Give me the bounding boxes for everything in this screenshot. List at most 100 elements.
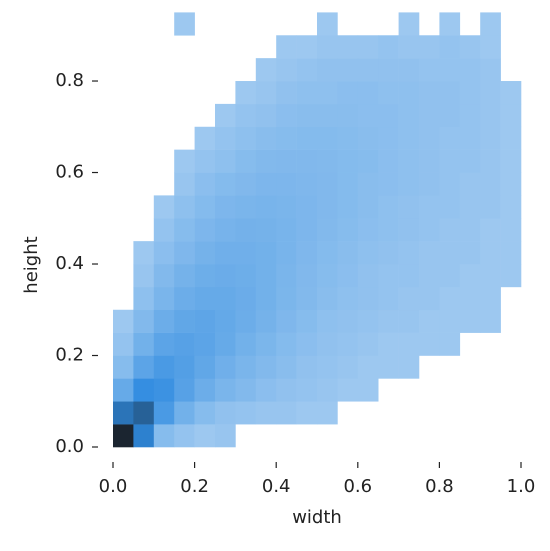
bin-cell bbox=[255, 149, 277, 173]
bin-cell bbox=[195, 58, 216, 81]
bin-cell bbox=[357, 58, 379, 82]
bin-cell bbox=[154, 150, 175, 173]
bin-cell bbox=[174, 286, 195, 311]
bin-cell bbox=[113, 58, 134, 81]
x-tick-label: 0.6 bbox=[343, 476, 372, 497]
bin-cell bbox=[459, 195, 481, 219]
bin-cell bbox=[500, 264, 522, 288]
bin-cell bbox=[276, 58, 297, 82]
bin-cell bbox=[378, 103, 399, 128]
bin-cell bbox=[500, 149, 522, 173]
bin-cell bbox=[153, 264, 175, 288]
bin-cell bbox=[317, 149, 338, 173]
bin-cell bbox=[276, 264, 297, 288]
bin-cell bbox=[153, 401, 175, 425]
bin-cell bbox=[296, 172, 318, 196]
bin-cell bbox=[235, 103, 257, 128]
bin-cell bbox=[297, 12, 318, 35]
bin-cell bbox=[459, 103, 481, 128]
bin-cell bbox=[317, 81, 338, 105]
bin-cell bbox=[358, 401, 379, 424]
bin-cell bbox=[174, 35, 195, 58]
bin-cell bbox=[501, 12, 522, 35]
bin-cell bbox=[398, 149, 420, 173]
bin-cell bbox=[276, 149, 297, 173]
bin-cell bbox=[317, 103, 338, 128]
bin-cell bbox=[317, 424, 338, 447]
bin-cell bbox=[276, 332, 297, 356]
bin-cell bbox=[317, 126, 338, 150]
bin-cell bbox=[154, 58, 175, 81]
x-axis-label: width bbox=[292, 507, 342, 528]
bin-cell bbox=[133, 424, 155, 448]
bin-cell bbox=[133, 332, 155, 356]
bin-cell bbox=[153, 286, 175, 311]
bin-cell bbox=[296, 401, 318, 425]
x-tick-label: 0.2 bbox=[180, 476, 209, 497]
bin-cell bbox=[357, 35, 379, 59]
bin-cell bbox=[215, 126, 236, 150]
bin-cell bbox=[337, 401, 358, 424]
bin-cell bbox=[317, 195, 338, 219]
bin-cell bbox=[419, 309, 440, 333]
bin-cell bbox=[501, 401, 522, 424]
bin-cell bbox=[255, 126, 277, 150]
bin-cell bbox=[276, 218, 297, 242]
bin-cell bbox=[357, 264, 379, 288]
bin-cell bbox=[378, 286, 399, 311]
bin-cell bbox=[398, 218, 420, 242]
bin-cell bbox=[113, 424, 134, 448]
bin-cell bbox=[378, 355, 399, 379]
bin-cell bbox=[113, 35, 134, 58]
bin-cell bbox=[235, 424, 256, 447]
bin-cell bbox=[317, 309, 338, 333]
bin-cell bbox=[194, 286, 216, 311]
bin-cell bbox=[133, 218, 154, 241]
bin-cell bbox=[215, 35, 236, 58]
bin-cell bbox=[255, 355, 277, 379]
bin-cell bbox=[113, 12, 134, 35]
bin-cell bbox=[357, 103, 379, 128]
bin-cell bbox=[317, 172, 338, 196]
bin-cell bbox=[113, 309, 134, 333]
bin-cell bbox=[235, 355, 257, 379]
bin-cell bbox=[153, 378, 175, 402]
bin-cell bbox=[480, 356, 501, 379]
bin-cell bbox=[337, 355, 359, 379]
bin-cell bbox=[480, 264, 501, 288]
bin-cell bbox=[215, 195, 236, 219]
bin-cell bbox=[113, 241, 134, 264]
bin-cell bbox=[419, 424, 440, 447]
bin-cell bbox=[174, 81, 195, 104]
bin-cell bbox=[460, 333, 481, 356]
bin-cell bbox=[215, 12, 236, 35]
bin-cell bbox=[215, 149, 236, 173]
bin-cell bbox=[398, 126, 420, 150]
bin-cell bbox=[399, 424, 420, 447]
y-tick-label: 0.2 bbox=[55, 345, 84, 366]
bin-cell bbox=[459, 286, 481, 311]
bin-cell bbox=[460, 378, 481, 401]
bin-cell bbox=[256, 12, 277, 35]
bin-cell bbox=[480, 241, 501, 265]
bin-cell bbox=[174, 241, 195, 265]
bin-cell bbox=[398, 195, 420, 219]
bin-cell bbox=[174, 355, 195, 379]
bin-cell bbox=[113, 355, 134, 379]
bin-cell bbox=[296, 241, 318, 265]
bin-cell bbox=[256, 35, 277, 58]
bin-cell bbox=[276, 286, 297, 311]
bin-cell bbox=[296, 35, 318, 59]
bin-cell bbox=[459, 309, 481, 333]
bin-cell bbox=[296, 378, 318, 402]
bin-cell bbox=[419, 378, 440, 401]
bin-cell bbox=[255, 195, 277, 219]
bin-cell bbox=[113, 378, 134, 402]
bin-cell bbox=[215, 401, 236, 425]
bin-cell bbox=[133, 286, 155, 311]
bin-cell bbox=[154, 173, 175, 196]
bin-cell bbox=[235, 309, 257, 333]
bin-cell bbox=[113, 218, 134, 241]
bin-cell bbox=[419, 58, 440, 82]
